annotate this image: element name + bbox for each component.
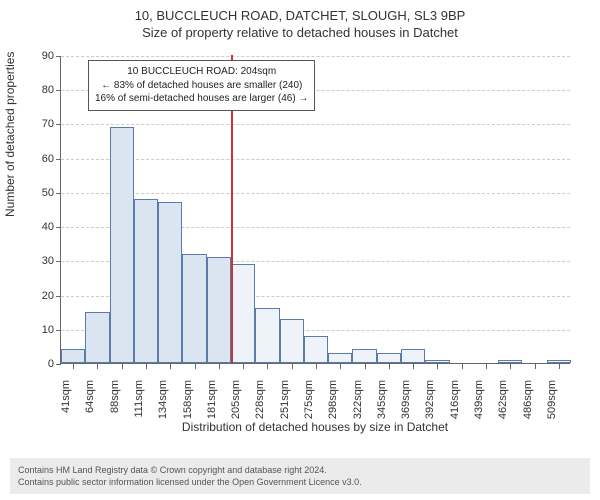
- x-tick: [219, 364, 220, 369]
- y-tick-label: 80: [32, 84, 54, 96]
- x-tick-label: 41sqm: [60, 380, 72, 422]
- y-axis-label: Number of detached properties: [3, 201, 17, 217]
- x-tick: [389, 364, 390, 369]
- x-tick: [462, 364, 463, 369]
- x-tick: [486, 364, 487, 369]
- y-tick: [56, 296, 61, 297]
- grid-line: [61, 159, 570, 160]
- histogram-bar: [255, 308, 279, 363]
- x-tick-label: 275sqm: [303, 380, 315, 422]
- x-tick-label: 251sqm: [279, 380, 291, 422]
- x-tick-label: 88sqm: [109, 380, 121, 422]
- x-tick: [340, 364, 341, 369]
- histogram-bar: [134, 199, 158, 363]
- histogram-bar: [158, 202, 182, 363]
- x-tick-label: 509sqm: [546, 380, 558, 422]
- footer-attribution: Contains HM Land Registry data © Crown c…: [10, 458, 590, 494]
- grid-line: [61, 193, 570, 194]
- chart-container: 10, BUCCLEUCH ROAD, DATCHET, SLOUGH, SL3…: [0, 8, 600, 448]
- x-tick-label: 111sqm: [133, 380, 145, 422]
- y-tick: [56, 193, 61, 194]
- annotation-line-2: ← 83% of detached houses are smaller (24…: [95, 79, 308, 93]
- x-tick-label: 439sqm: [473, 380, 485, 422]
- grid-line: [61, 124, 570, 125]
- x-tick: [122, 364, 123, 369]
- annotation-line-3: 16% of semi-detached houses are larger (…: [95, 92, 308, 106]
- x-tick: [535, 364, 536, 369]
- x-tick: [437, 364, 438, 369]
- x-tick: [365, 364, 366, 369]
- x-tick: [73, 364, 74, 369]
- y-tick: [56, 330, 61, 331]
- x-tick-label: 369sqm: [400, 380, 412, 422]
- y-tick-label: 90: [32, 50, 54, 62]
- x-tick-label: 134sqm: [157, 380, 169, 422]
- x-tick-label: 462sqm: [497, 380, 509, 422]
- x-tick: [243, 364, 244, 369]
- grid-line: [61, 56, 570, 57]
- x-tick-label: 345sqm: [376, 380, 388, 422]
- y-tick-label: 10: [32, 324, 54, 336]
- y-tick: [56, 90, 61, 91]
- x-tick: [316, 364, 317, 369]
- histogram-bar: [498, 360, 522, 363]
- x-tick-label: 486sqm: [522, 380, 534, 422]
- histogram-bar: [425, 360, 449, 363]
- x-tick-label: 392sqm: [424, 380, 436, 422]
- x-axis-label: Distribution of detached houses by size …: [60, 420, 570, 434]
- histogram-bar: [207, 257, 231, 363]
- y-tick: [56, 159, 61, 160]
- y-tick: [56, 364, 61, 365]
- x-tick: [559, 364, 560, 369]
- y-tick: [56, 227, 61, 228]
- y-tick: [56, 56, 61, 57]
- histogram-bar: [61, 349, 85, 363]
- x-tick: [146, 364, 147, 369]
- x-tick: [170, 364, 171, 369]
- footer-line-1: Contains HM Land Registry data © Crown c…: [18, 464, 582, 476]
- x-tick: [413, 364, 414, 369]
- y-tick: [56, 261, 61, 262]
- x-tick-label: 158sqm: [182, 380, 194, 422]
- histogram-bar: [304, 336, 328, 363]
- x-tick: [195, 364, 196, 369]
- x-tick-label: 228sqm: [254, 380, 266, 422]
- annotation-line-1: 10 BUCCLEUCH ROAD: 204sqm: [95, 65, 308, 79]
- x-tick-label: 416sqm: [449, 380, 461, 422]
- histogram-bar: [377, 353, 401, 363]
- y-tick-label: 60: [32, 153, 54, 165]
- x-tick: [292, 364, 293, 369]
- histogram-bar: [352, 349, 376, 363]
- y-tick: [56, 124, 61, 125]
- x-tick-label: 298sqm: [327, 380, 339, 422]
- y-tick-label: 20: [32, 290, 54, 302]
- histogram-bar: [85, 312, 109, 363]
- y-tick-label: 40: [32, 221, 54, 233]
- chart-title-main: 10, BUCCLEUCH ROAD, DATCHET, SLOUGH, SL3…: [0, 8, 600, 23]
- y-tick-label: 30: [32, 255, 54, 267]
- histogram-bar: [110, 127, 134, 363]
- y-tick-label: 70: [32, 118, 54, 130]
- x-tick-label: 322sqm: [352, 380, 364, 422]
- y-tick-label: 50: [32, 187, 54, 199]
- x-tick-label: 181sqm: [206, 380, 218, 422]
- footer-line-2: Contains public sector information licen…: [18, 476, 582, 488]
- x-tick: [267, 364, 268, 369]
- annotation-box: 10 BUCCLEUCH ROAD: 204sqm ← 83% of detac…: [88, 60, 315, 111]
- x-tick: [97, 364, 98, 369]
- y-tick-label: 0: [32, 358, 54, 370]
- histogram-bar: [401, 349, 425, 363]
- histogram-bar: [547, 360, 571, 363]
- chart-title-sub: Size of property relative to detached ho…: [0, 25, 600, 40]
- histogram-bar: [182, 254, 206, 364]
- x-tick-label: 64sqm: [84, 380, 96, 422]
- histogram-bar: [231, 264, 255, 363]
- x-tick-label: 205sqm: [230, 380, 242, 422]
- histogram-bar: [280, 319, 304, 363]
- histogram-bar: [328, 353, 352, 363]
- x-tick: [510, 364, 511, 369]
